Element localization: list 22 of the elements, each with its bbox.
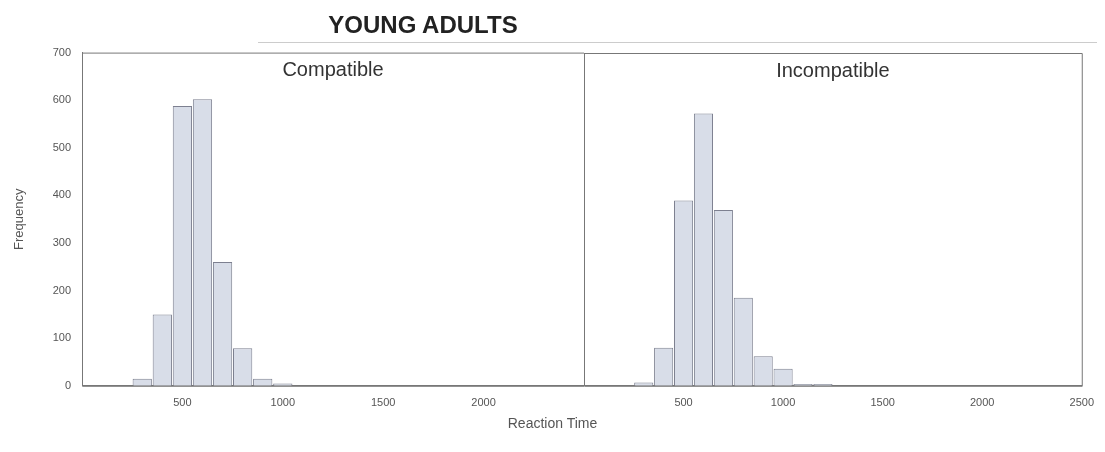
x-tick-label: 2000 xyxy=(969,396,995,409)
y-axis-title: Frequency xyxy=(11,187,27,250)
x-tick-label: 1500 xyxy=(370,396,396,409)
y-tick-label: 300 xyxy=(52,236,71,249)
x-tick-label: 500 xyxy=(173,396,192,409)
chart-subtitle: Incompatible xyxy=(776,58,890,81)
y-tick-label: 400 xyxy=(52,188,71,201)
y-tick-label: 200 xyxy=(52,283,71,296)
chart-subtitle: Compatible xyxy=(282,58,384,81)
x-tick-label: 500 xyxy=(674,396,693,409)
x-tick-label: 1000 xyxy=(770,396,796,409)
x-tick-label: 2500 xyxy=(1069,396,1095,409)
chart-title: YOUNG ADULTS xyxy=(327,10,519,40)
x-tick-label: 1500 xyxy=(870,396,895,409)
y-tick-label: 0 xyxy=(64,378,71,391)
y-tick-label: 100 xyxy=(52,331,71,344)
y-tick-label: 600 xyxy=(52,93,71,106)
x-tick-label: 2000 xyxy=(471,396,496,409)
x-tick-label: 1000 xyxy=(270,396,296,409)
y-tick-label: 700 xyxy=(52,45,71,58)
y-tick-label: 500 xyxy=(52,140,71,153)
x-axis-title: Reaction Time xyxy=(506,415,599,431)
